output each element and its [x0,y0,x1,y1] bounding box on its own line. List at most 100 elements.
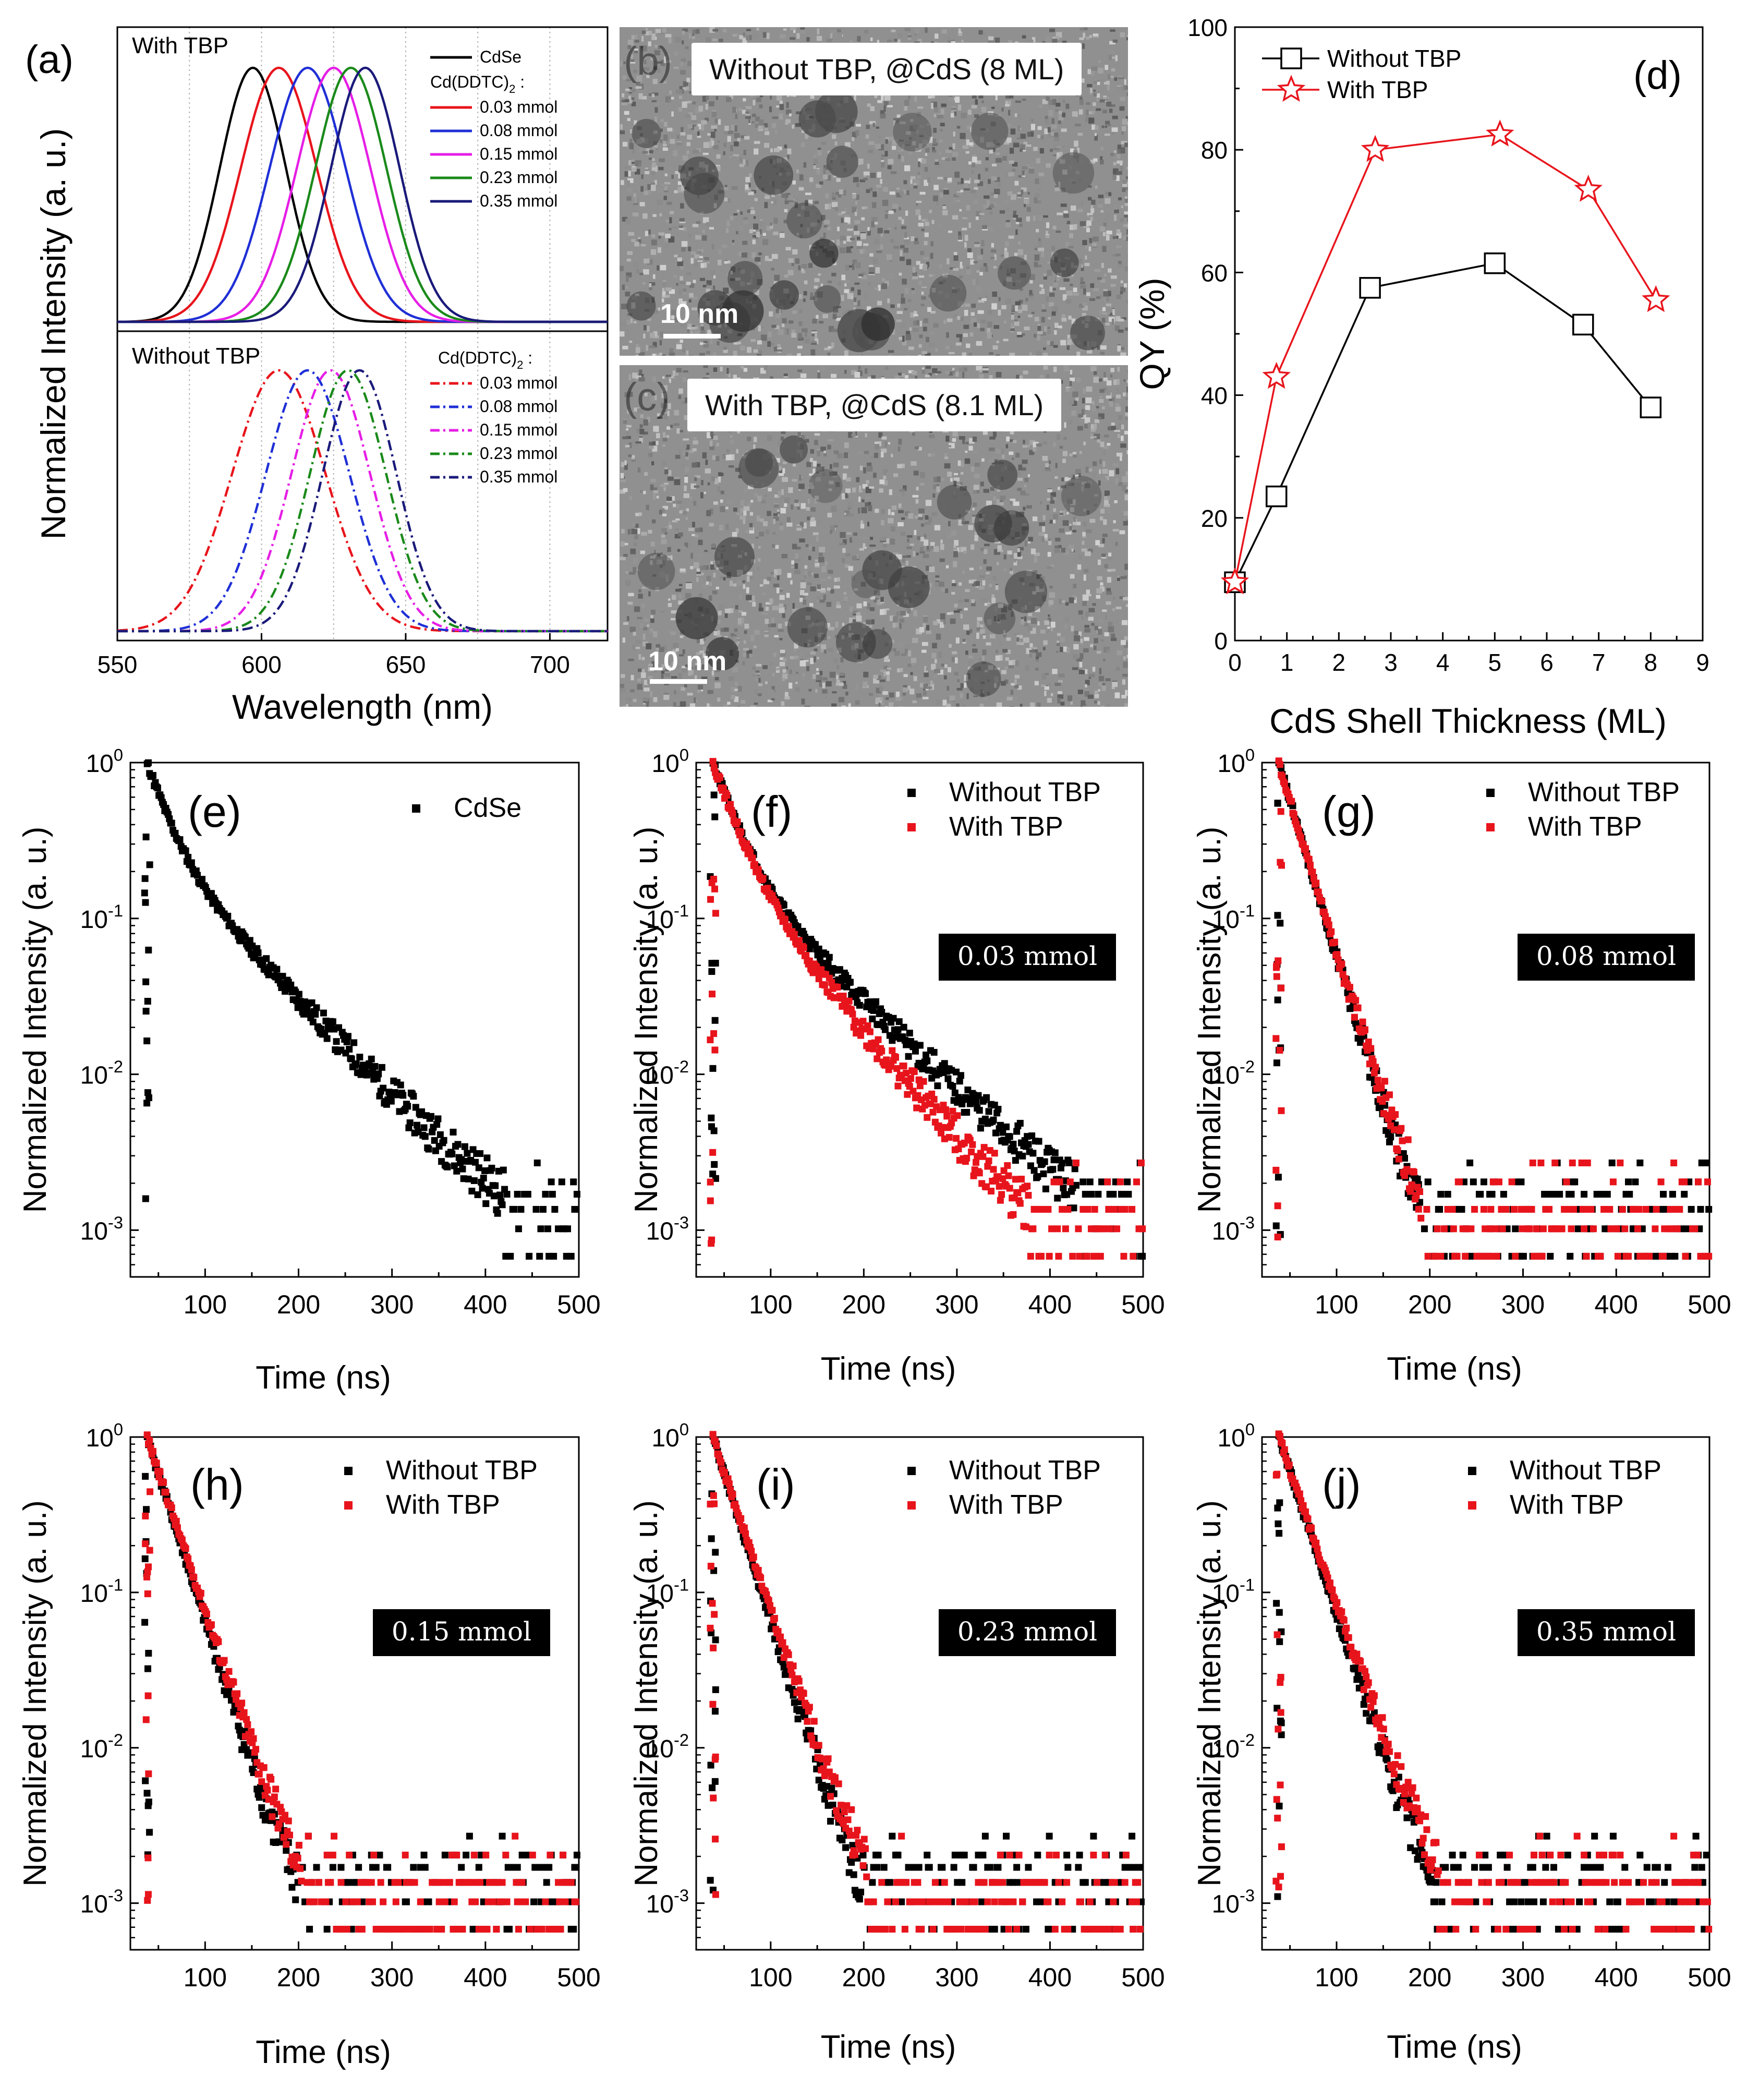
data-point-h [188,1566,195,1573]
data-point-f [920,1078,927,1085]
x-tick-label-f: 100 [749,1290,792,1319]
x-tick-label-h: 200 [277,1963,320,1992]
tem-grain [987,328,990,332]
y-tick-label-g-base: 10 [1217,750,1245,778]
data-point-g [1278,808,1284,815]
tem-grain [864,294,868,298]
tem-grain [897,311,903,314]
data-point-h [238,1699,245,1706]
data-point-e [147,861,153,868]
data-point-g [1396,1156,1402,1163]
x-tick-label-d: 8 [1644,649,1658,676]
data-point-i [898,1833,905,1840]
data-point-g [1570,1206,1577,1213]
tem-grain [892,146,896,150]
tem-grain [811,331,817,333]
data-point-h [146,1829,153,1836]
tem-grain [771,201,773,204]
data-point-i [889,1926,895,1933]
y-tick-label-e-base: 10 [80,906,108,934]
tem-grain [883,187,888,192]
tem-grain [852,264,854,270]
data-point-j [1685,1879,1692,1886]
tem-grain [974,261,978,263]
data-point-g [1518,1178,1524,1185]
data-point-f [1029,1225,1036,1232]
tem-grain [1077,209,1083,212]
tem-grain [657,188,663,192]
data-point-i [905,1864,912,1870]
data-point-j [1569,1926,1576,1933]
tem-grain [1063,214,1069,218]
data-point-e [448,1151,455,1157]
data-point-h [296,1842,302,1849]
data-point-i [769,1607,775,1614]
tem-grain [664,122,667,127]
data-point-i [1046,1833,1053,1840]
tem-grain [1103,291,1109,296]
data-point-j [1394,1752,1401,1759]
data-point-j [1392,1761,1399,1768]
tem-grain [745,177,750,182]
tem-grain [1061,318,1066,322]
data-point-g [1277,761,1283,768]
data-point-h [174,1524,181,1531]
tem-grain [951,113,954,118]
tem-grain [793,310,797,313]
y-tick-label-j-exp: 0 [1245,1419,1255,1439]
data-point-e [514,1191,521,1198]
data-point-f [711,886,718,892]
data-point-h [250,1735,257,1742]
data-point-j [1530,1864,1536,1870]
data-point-g [1431,1253,1438,1260]
data-point-i [712,1836,719,1842]
data-point-i [1077,1899,1084,1905]
data-point-i [856,1896,863,1902]
data-point-j [1276,1638,1283,1645]
tem-grain [959,275,963,278]
data-point-j [1522,1879,1529,1886]
tem-grain [857,237,860,240]
data-point-h [331,1833,337,1840]
subplot-label-a: Without TBP [132,343,260,369]
data-point-g [1643,1206,1649,1213]
data-point-g [1378,1084,1385,1091]
data-point-g [1597,1253,1604,1260]
tem-grain [737,138,741,141]
marker-square-d [1485,254,1505,273]
tem-grain [1085,245,1087,248]
data-point-e [410,1093,417,1100]
data-point-e [422,1133,429,1140]
data-point-g [1636,1160,1643,1166]
data-point-j [1544,1833,1550,1840]
data-point-f [953,1135,960,1142]
data-point-f [924,1114,930,1121]
data-point-g [1512,1225,1519,1232]
x-tick-label-i: 200 [842,1963,885,1992]
tem-grain [691,258,694,263]
data-point-h [226,1668,233,1675]
data-point-g [1405,1136,1412,1143]
legend-label-a: 0.15 mmol [480,420,557,439]
data-point-j [1273,1472,1280,1479]
data-point-j [1511,1899,1518,1905]
data-point-j [1414,1805,1421,1812]
tem-grain [1008,110,1010,116]
data-point-i [959,1879,965,1886]
data-point-g [1307,862,1314,868]
tem-grain [709,227,714,230]
tem-grain [887,105,893,107]
data-point-g [1437,1191,1444,1198]
data-point-f [1139,1253,1146,1260]
data-point-g [1309,868,1316,875]
tem-grain [976,341,982,346]
data-point-i [967,1926,974,1933]
axes-frame-j [1262,1437,1709,1950]
data-point-i [894,1852,901,1858]
tem-grain [806,37,809,42]
data-point-f [709,991,715,997]
tem-grain [973,200,978,204]
data-point-i [884,1899,891,1905]
x-tick-label-g: 400 [1595,1290,1638,1319]
legend-label-e: CdSe [454,793,521,823]
